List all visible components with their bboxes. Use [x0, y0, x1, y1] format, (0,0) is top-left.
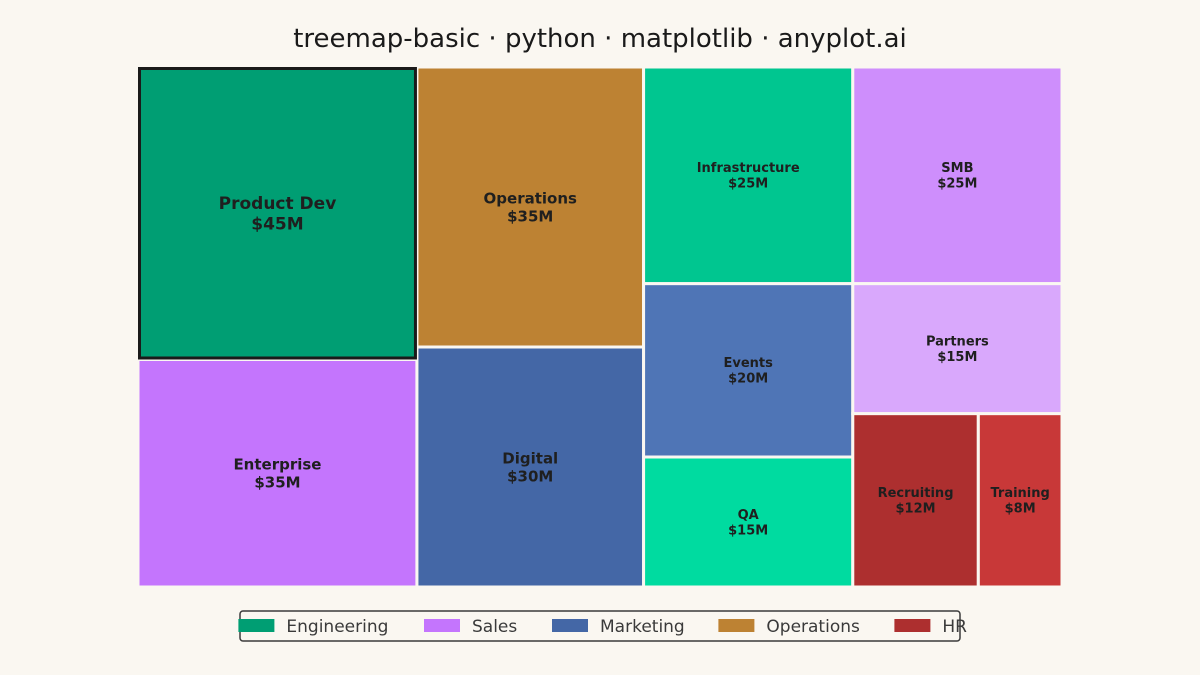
tile-value-smb: $25M	[937, 177, 977, 192]
tile-training	[976, 412, 1064, 589]
legend-swatch-operations	[718, 619, 755, 632]
legend-label-hr: HR	[942, 617, 967, 637]
tile-recruiting	[851, 412, 980, 589]
tile-value-enterprise: $35M	[254, 474, 300, 492]
tile-value-events: $20M	[728, 372, 768, 387]
tile-value-infrastructure: $25M	[728, 177, 768, 192]
legend: Engineering Sales Marketing Operations HR	[238, 610, 967, 642]
legend-swatch-sales	[424, 619, 460, 632]
tile-label-recruiting: Recruiting	[878, 486, 954, 501]
tile-digital	[415, 345, 646, 589]
tile-label-product-dev: Product Dev	[219, 194, 337, 214]
tile-label-smb: SMB	[941, 161, 973, 176]
tile-value-product-dev: $45M	[251, 214, 303, 234]
tile-highlight-product-dev	[138, 67, 417, 360]
legend-label-operations: Operations	[766, 617, 860, 637]
tile-label-qa: QA	[738, 508, 759, 523]
tile-label-partners: Partners	[926, 334, 989, 349]
tile-label-operations: Operations	[484, 189, 577, 207]
tile-label-training: Training	[990, 486, 1049, 501]
legend-swatch-engineering	[238, 619, 275, 632]
tile-qa	[642, 455, 855, 589]
tile-label-events: Events	[723, 356, 773, 371]
tile-product-dev	[136, 65, 419, 361]
tile-value-qa: $15M	[728, 523, 768, 538]
tile-value-recruiting: $12M	[896, 502, 936, 517]
tile-operations	[415, 65, 646, 349]
legend-swatch-hr	[894, 619, 931, 632]
tile-value-digital: $30M	[507, 467, 553, 485]
chart-title: treemap-basic · python · matplotlib · an…	[293, 24, 907, 54]
tile-value-operations: $35M	[507, 207, 553, 225]
legend-label-marketing: Marketing	[600, 617, 685, 637]
tile-label-enterprise: Enterprise	[233, 456, 321, 474]
tile-value-training: $8M	[1005, 502, 1036, 517]
legend-label-sales: Sales	[472, 617, 517, 637]
legend-swatch-marketing	[552, 619, 588, 632]
treemap-tiles: Product Dev$45MEnterprise$35MOperations$…	[136, 65, 1064, 589]
tile-label-digital: Digital	[502, 449, 558, 467]
tile-smb	[851, 65, 1064, 286]
tile-enterprise	[136, 358, 419, 589]
tile-label-infrastructure: Infrastructure	[697, 161, 800, 176]
tile-value-partners: $15M	[937, 350, 977, 365]
legend-label-engineering: Engineering	[286, 617, 388, 637]
